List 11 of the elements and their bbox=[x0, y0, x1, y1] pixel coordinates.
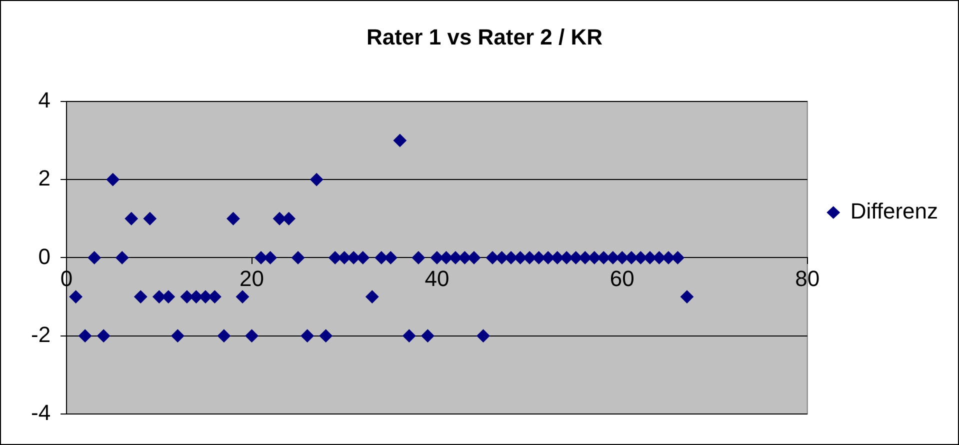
y-tick-label: 0 bbox=[38, 244, 51, 269]
x-tick-label: 80 bbox=[795, 266, 820, 291]
x-tick-label: 60 bbox=[610, 266, 634, 291]
y-tick-label: 4 bbox=[38, 87, 51, 112]
chart-title: Rater 1 vs Rater 2 / KR bbox=[366, 24, 603, 50]
x-tick-label: 40 bbox=[424, 266, 450, 291]
y-tick-label: -2 bbox=[31, 322, 51, 347]
y-tick-label: 2 bbox=[38, 166, 51, 191]
y-tick-label: -4 bbox=[31, 400, 51, 426]
x-tick-label: 20 bbox=[240, 266, 264, 291]
legend-label: Differenz bbox=[850, 198, 938, 224]
